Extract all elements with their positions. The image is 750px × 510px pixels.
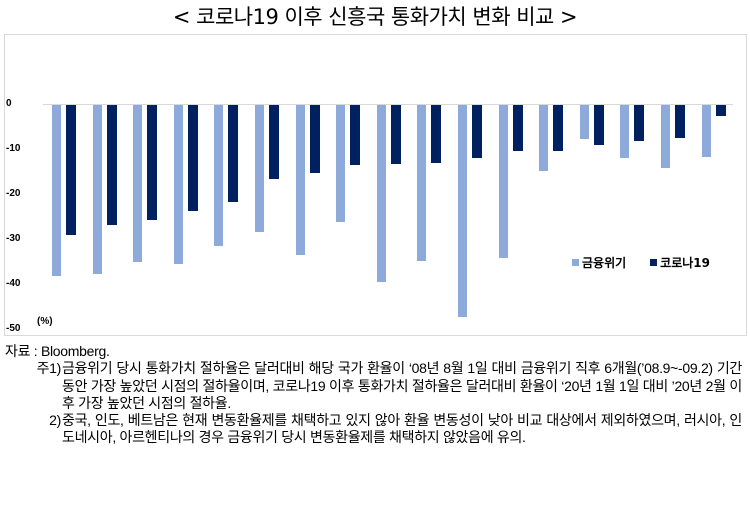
legend: 금융위기 코로나19: [572, 254, 734, 271]
bar-financial-crisis: [620, 105, 630, 159]
bar-financial-crisis: [498, 105, 508, 258]
y-tick-40: -40: [6, 278, 21, 289]
bar-financial-crisis: [701, 105, 711, 157]
y-tick-10: -10: [6, 143, 21, 154]
footnotes: 자료 : Bloomberg. 주1) 금융위기 당시 통화가치 절하율은 달러…: [5, 343, 745, 447]
y-tick-30: -30: [6, 233, 21, 244]
bar-financial-crisis: [92, 105, 102, 275]
bar-covid19: [675, 105, 685, 138]
bar-covid19: [553, 105, 564, 151]
bar-covid19: [66, 105, 76, 236]
bar-covid19: [350, 105, 361, 166]
chart-title: < 코로나19 이후 신흥국 통화가치 변화 비교 >: [172, 5, 578, 29]
bar-financial-crisis: [173, 105, 183, 265]
bar-covid19: [512, 105, 523, 151]
bar-financial-crisis: [661, 105, 670, 168]
bar-financial-crisis: [417, 105, 427, 262]
bar-financial-crisis: [458, 105, 467, 317]
legend-item-financial-crisis: 금융위기: [572, 254, 626, 271]
bar-covid19: [634, 105, 645, 141]
bar-covid19: [715, 105, 726, 116]
y-tick-0: 0: [6, 98, 12, 109]
y-tick-50: -50: [6, 323, 21, 334]
bar-covid19: [228, 105, 239, 203]
bar-financial-crisis: [52, 105, 61, 276]
legend-item-covid19: 코로나19: [650, 254, 710, 271]
legend-swatch-financial-crisis: [572, 259, 579, 266]
footnote-1-number: 주1): [36, 360, 62, 377]
bar-covid19: [187, 105, 198, 212]
bar-financial-crisis: [376, 105, 386, 282]
footnote-1: 주1) 금융위기 당시 통화가치 절하율은 달러대비 해당 국가 환율이 ‘08…: [5, 360, 745, 412]
bar-covid19: [593, 105, 604, 145]
bar-covid19: [390, 105, 401, 164]
footnote-2: 2) 중국, 인도, 베트남은 현재 변동환율제를 채택하고 있지 않아 환율 …: [5, 412, 745, 447]
footnote-2-number: 2): [49, 412, 61, 429]
bar-financial-crisis: [539, 105, 549, 171]
bar-covid19: [431, 105, 442, 164]
legend-label-covid19: 코로나19: [660, 256, 710, 270]
y-unit-label: (%): [37, 316, 53, 327]
bar-financial-crisis: [255, 105, 264, 232]
source-line: 자료 : Bloomberg.: [5, 343, 745, 360]
bar-financial-crisis: [133, 105, 143, 263]
legend-swatch-covid19: [650, 259, 658, 266]
bar-financial-crisis: [336, 105, 346, 223]
bar-covid19: [106, 105, 117, 226]
zero-axis-line: [43, 104, 733, 105]
legend-label-financial-crisis: 금융위기: [582, 256, 627, 270]
footnote-2-text: 중국, 인도, 베트남은 현재 변동환율제를 채택하고 있지 않아 환율 변동성…: [62, 412, 742, 446]
bar-financial-crisis: [579, 105, 589, 139]
bar-covid19: [309, 105, 320, 173]
source-label: 자료 :: [5, 343, 41, 359]
bar-financial-crisis: [214, 105, 224, 246]
source-value: Bloomberg.: [40, 343, 110, 359]
bar-covid19: [147, 105, 158, 221]
y-tick-20: -20: [6, 188, 21, 199]
bar-financial-crisis: [295, 105, 305, 256]
bar-covid19: [472, 105, 482, 159]
chart-frame: [4, 34, 747, 336]
bar-covid19: [269, 105, 279, 180]
footnote-1-text: 금융위기 당시 통화가치 절하율은 달러대비 해당 국가 환율이 ‘08년 8월…: [62, 360, 742, 411]
plot-area: 0 -10 -20 -30 -40 -50 (%) 금융위기 코로나19 브라질…: [6, 98, 734, 334]
